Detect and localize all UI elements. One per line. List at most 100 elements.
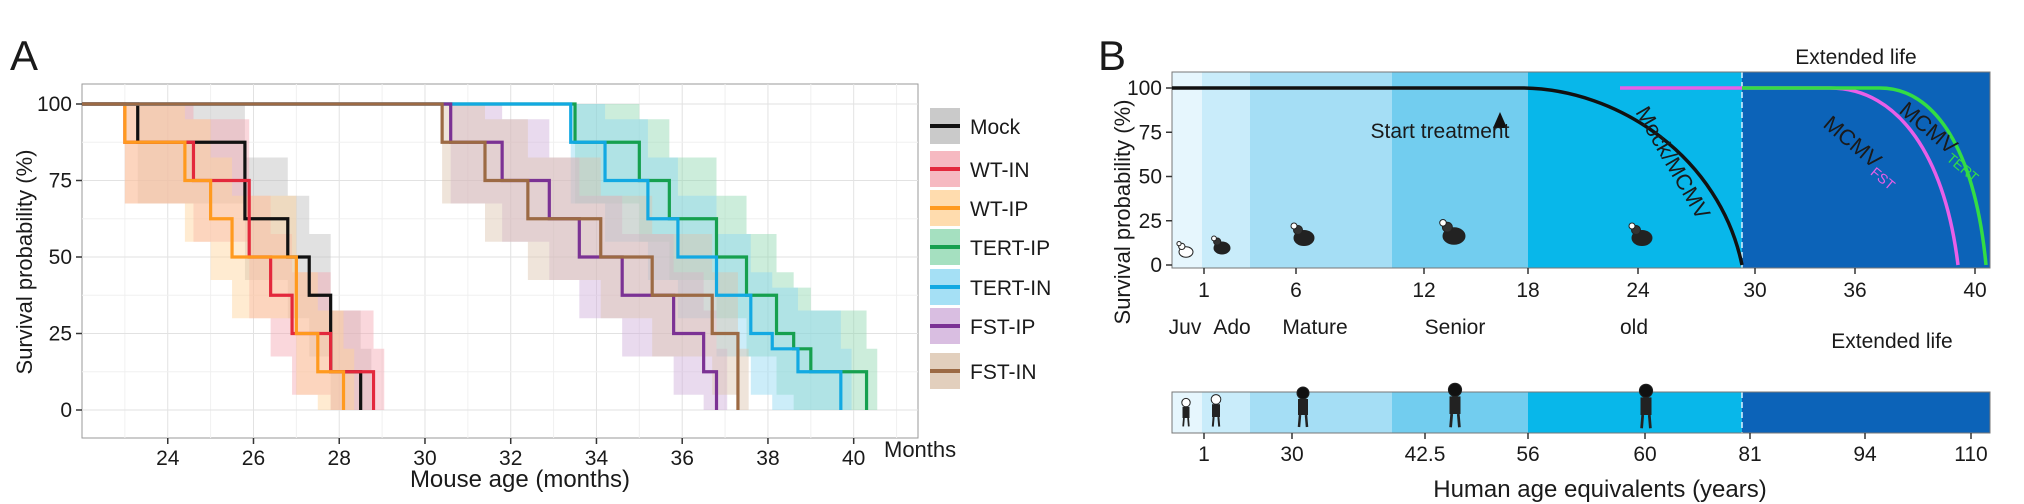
life-stage-label: old bbox=[1620, 316, 1648, 339]
panel-a-x-axis-label: Mouse age (months) bbox=[410, 466, 630, 493]
human-figure-icon bbox=[1447, 382, 1463, 428]
panel-b-frame-top bbox=[1171, 71, 1991, 269]
curve-mock-mcmv bbox=[1172, 86, 1744, 266]
x-tick-label: 24 bbox=[156, 447, 180, 470]
human-age-tick-label: 60 bbox=[1633, 443, 1656, 466]
human-head bbox=[1638, 383, 1654, 398]
mouse-figure-icon bbox=[1211, 235, 1231, 255]
human-age-tick-label: 110 bbox=[1954, 443, 1987, 466]
y-tick-label: 25 bbox=[49, 323, 72, 346]
mouse-ear bbox=[1290, 222, 1298, 230]
mouse-age-tick-label: 36 bbox=[1843, 279, 1866, 302]
human-body bbox=[1212, 404, 1220, 417]
legend-label: FST-IP bbox=[970, 316, 1035, 339]
curve-mcmv-tert bbox=[1742, 86, 1988, 266]
mouse-age-tick-label: 18 bbox=[1516, 279, 1539, 302]
mouse-age-tick-label: 40 bbox=[1963, 279, 1986, 302]
legend-item-fst-in: FST-IN bbox=[930, 353, 1037, 389]
life-stage-label: Mature bbox=[1282, 316, 1347, 339]
human-figure-icon bbox=[1296, 386, 1310, 428]
panel-a-km-plot: 0 25 50 75 100 24 26 28 30 32 34 36 38 40 bbox=[37, 83, 919, 470]
x-tick-label: 28 bbox=[328, 447, 351, 470]
human-age-band bbox=[1742, 392, 1990, 433]
start-treatment-label: Start treatment bbox=[1371, 120, 1510, 143]
panel-b-x-axis-label: Human age equivalents (years) bbox=[1433, 476, 1767, 503]
human-body bbox=[1449, 396, 1461, 414]
human-age-tick-label: 30 bbox=[1280, 443, 1303, 466]
mouse-age-tick-label: 1 bbox=[1198, 279, 1210, 302]
human-age-tick-label: 56 bbox=[1516, 443, 1539, 466]
legend-item-wt-ip: WT-IP bbox=[930, 190, 1028, 226]
human-head bbox=[1447, 382, 1463, 397]
mouse-figure-icon bbox=[1176, 241, 1194, 258]
y-tick-label: 50 bbox=[49, 246, 72, 269]
human-age-band bbox=[1250, 392, 1392, 433]
band-fst-ip bbox=[82, 104, 728, 410]
panel-label-a: A bbox=[10, 32, 38, 79]
legend-item-wt-in: WT-IN bbox=[930, 151, 1029, 187]
human-age-band bbox=[1202, 392, 1250, 433]
human-figure-icon bbox=[1181, 397, 1191, 427]
survival-line-wt-ip bbox=[82, 102, 346, 410]
band-wt-ip bbox=[82, 104, 355, 410]
human-leg bbox=[1449, 413, 1454, 428]
human-figure-icon bbox=[1210, 394, 1222, 427]
x-tick-label: 40 bbox=[842, 447, 865, 470]
human-leg bbox=[1304, 414, 1309, 428]
extended-life-label-bottom: Extended life bbox=[1831, 330, 1952, 353]
age-stage-band bbox=[1742, 72, 1990, 268]
human-leg bbox=[1217, 416, 1221, 427]
mouse-figure-icon bbox=[1439, 219, 1466, 245]
age-stage-band bbox=[1202, 72, 1250, 268]
human-age-band bbox=[1528, 392, 1742, 433]
human-leg bbox=[1187, 417, 1190, 427]
panel-label-b: B bbox=[1098, 32, 1126, 79]
life-stage-label: Senior bbox=[1425, 316, 1486, 339]
life-stage-label: Ado bbox=[1213, 316, 1250, 339]
x-tick-label: 26 bbox=[242, 447, 265, 470]
legend-label: FST-IN bbox=[970, 361, 1037, 384]
x-tick-label: 38 bbox=[756, 447, 779, 470]
start-treatment-arrow bbox=[1493, 112, 1507, 128]
y-tick-label: 75 bbox=[1139, 121, 1162, 144]
band-fst-in bbox=[82, 104, 749, 410]
panel-b-frame-bottom bbox=[1171, 391, 1991, 434]
y-tick-label: 0 bbox=[1150, 254, 1162, 277]
y-tick-label: 100 bbox=[1127, 77, 1162, 100]
life-stage-label: Juv bbox=[1169, 316, 1202, 339]
y-tick-label: 50 bbox=[1139, 166, 1162, 189]
age-stage-band bbox=[1172, 72, 1202, 268]
human-leg bbox=[1297, 414, 1302, 428]
human-age-tick-label: 42.5 bbox=[1405, 443, 1446, 466]
panel-a-y-axis-label: Survival probability (%) bbox=[12, 150, 37, 375]
human-age-tick-label: 94 bbox=[1853, 443, 1877, 466]
survival-line-fst-in bbox=[82, 102, 740, 410]
human-head bbox=[1210, 394, 1222, 405]
panel-a-x-unit: Months bbox=[884, 437, 956, 462]
legend-item-tert-in: TERT-IN bbox=[930, 269, 1051, 305]
y-tick-label: 25 bbox=[1139, 210, 1162, 233]
legend-label: Mock bbox=[970, 116, 1021, 139]
age-stage-band bbox=[1250, 72, 1392, 268]
human-body bbox=[1298, 399, 1308, 415]
mouse-age-tick-label: 24 bbox=[1626, 279, 1650, 302]
legend-item-fst-ip: FST-IP bbox=[930, 308, 1035, 344]
mouse-ear bbox=[1176, 241, 1182, 247]
survival-line-tert-in bbox=[82, 102, 843, 410]
human-figure-icon bbox=[1638, 383, 1654, 429]
y-tick-label: 100 bbox=[37, 93, 72, 116]
human-leg bbox=[1182, 417, 1185, 427]
human-leg bbox=[1211, 416, 1215, 427]
mouse-figure-icon bbox=[1290, 222, 1315, 246]
legend-label: WT-IN bbox=[970, 159, 1029, 182]
legend-label: WT-IP bbox=[970, 198, 1028, 221]
mouse-ear bbox=[1628, 222, 1636, 230]
panel-b-y-axis-label: Survival probability (%) bbox=[1110, 100, 1135, 325]
human-head bbox=[1181, 397, 1191, 408]
legend-label: TERT-IN bbox=[970, 277, 1051, 300]
mouse-ear bbox=[1439, 219, 1447, 227]
mouse-ear bbox=[1211, 235, 1217, 242]
band-mock bbox=[82, 104, 372, 410]
